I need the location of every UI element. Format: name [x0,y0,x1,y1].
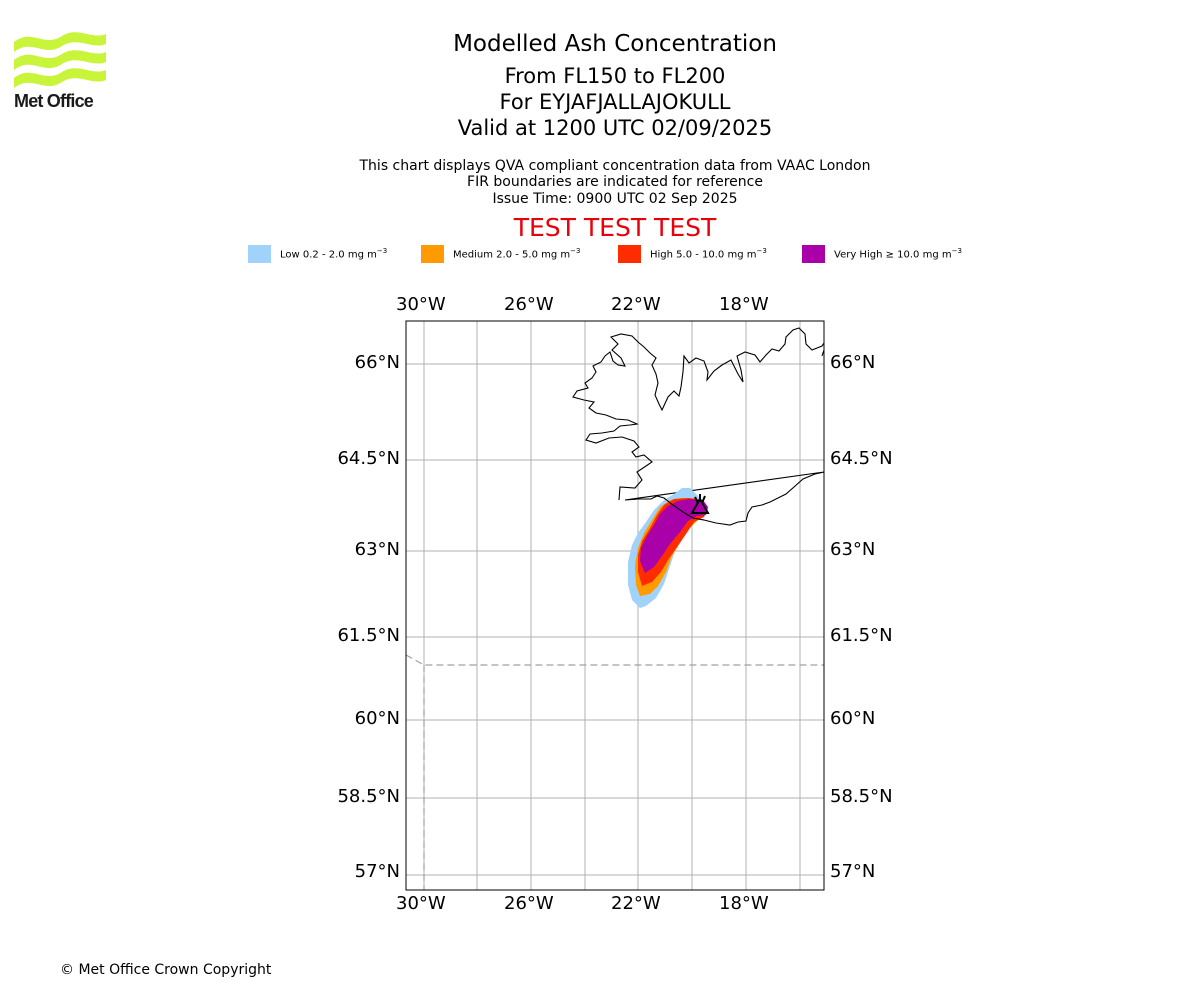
lat-tick-right: 66°N [830,352,876,373]
legend-swatch-medium [421,245,444,263]
legend-very-high: Very High ≥ 10.0 mg m−3 [802,244,962,264]
legend-high-label: High 5.0 - 10.0 mg m [650,249,757,261]
lat-tick-right: 60°N [830,708,876,729]
lat-tick-left: 66°N [354,352,400,373]
info-line-1: This chart displays QVA compliant concen… [359,158,871,174]
legend-swatch-very-high [802,245,825,263]
lat-tick-right: 58.5°N [830,786,893,807]
map-frame [405,320,825,891]
lon-tick-top: 22°W [611,294,661,315]
lat-tick-left: 63°N [354,539,400,560]
volcano-triangle-icon [690,494,710,514]
lat-tick-left: 64.5°N [337,448,400,469]
lon-tick-bottom: 22°W [611,893,661,914]
lon-tick-top: 26°W [504,294,554,315]
valid-time: Valid at 1200 UTC 02/09/2025 [457,116,773,140]
gridlines [406,321,824,890]
test-banner: TEST TEST TEST [513,213,717,242]
lat-tick-left: 58.5°N [337,786,400,807]
legend-low-label: Low 0.2 - 2.0 mg m [280,249,377,261]
legend-swatch-high [618,245,641,263]
issue-time: Issue Time: 0900 UTC 02 Sep 2025 [492,191,738,207]
fir-boundary [406,654,824,890]
met-office-logo-icon [14,32,106,88]
legend-medium-label: Medium 2.0 - 5.0 mg m [453,249,571,261]
lat-tick-right: 64.5°N [830,448,893,469]
lon-tick-bottom: 18°W [719,893,769,914]
legend-low: Low 0.2 - 2.0 mg m−3 [248,244,387,264]
copyright-notice: © Met Office Crown Copyright [60,962,272,978]
lat-tick-left: 60°N [354,708,400,729]
lat-tick-right: 61.5°N [830,625,893,646]
lon-tick-top: 18°W [719,294,769,315]
lat-tick-left: 61.5°N [337,625,400,646]
info-line-2: FIR boundaries are indicated for referen… [467,174,763,190]
lat-tick-right: 63°N [830,539,876,560]
lat-tick-left: 57°N [354,861,400,882]
iceland-coastline [572,327,824,526]
flight-levels: From FL150 to FL200 [504,64,726,88]
lon-tick-top: 30°W [396,294,446,315]
lon-tick-bottom: 30°W [396,893,446,914]
ash-very-high [640,499,708,573]
logo-text: Met Office [14,91,94,111]
legend-medium: Medium 2.0 - 5.0 mg m−3 [421,244,580,264]
legend-swatch-low [248,245,271,263]
lon-tick-bottom: 26°W [504,893,554,914]
volcano-name: For EYJAFJALLAJOKULL [499,90,731,114]
chart-title: Modelled Ash Concentration [453,31,777,57]
lat-tick-right: 57°N [830,861,876,882]
legend-very-high-label: Very High ≥ 10.0 mg m [834,249,952,261]
legend-high: High 5.0 - 10.0 mg m−3 [618,244,767,264]
